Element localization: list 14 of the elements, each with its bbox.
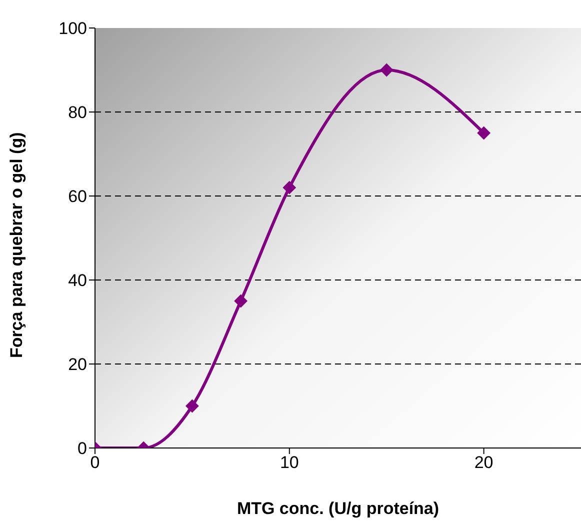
point <box>380 64 394 76</box>
x-tick-label: 10 <box>280 453 299 472</box>
y-tick-label: 80 <box>68 103 87 122</box>
x-tick-label: 20 <box>474 453 494 472</box>
x-tick-label: 0 <box>90 453 100 472</box>
x-axis-title: MTG conc. (U/g proteína) <box>236 499 440 518</box>
y-tick-label: 100 <box>58 19 87 38</box>
y-tick-label: 40 <box>68 271 87 290</box>
y-tick-label: 60 <box>68 187 87 206</box>
y-tick-label: 20 <box>68 355 87 374</box>
y-tick-label: 0 <box>78 439 87 458</box>
point <box>477 126 490 140</box>
y-axis-title: Força para quebrar o gel (g) <box>7 132 26 358</box>
point <box>282 181 296 194</box>
